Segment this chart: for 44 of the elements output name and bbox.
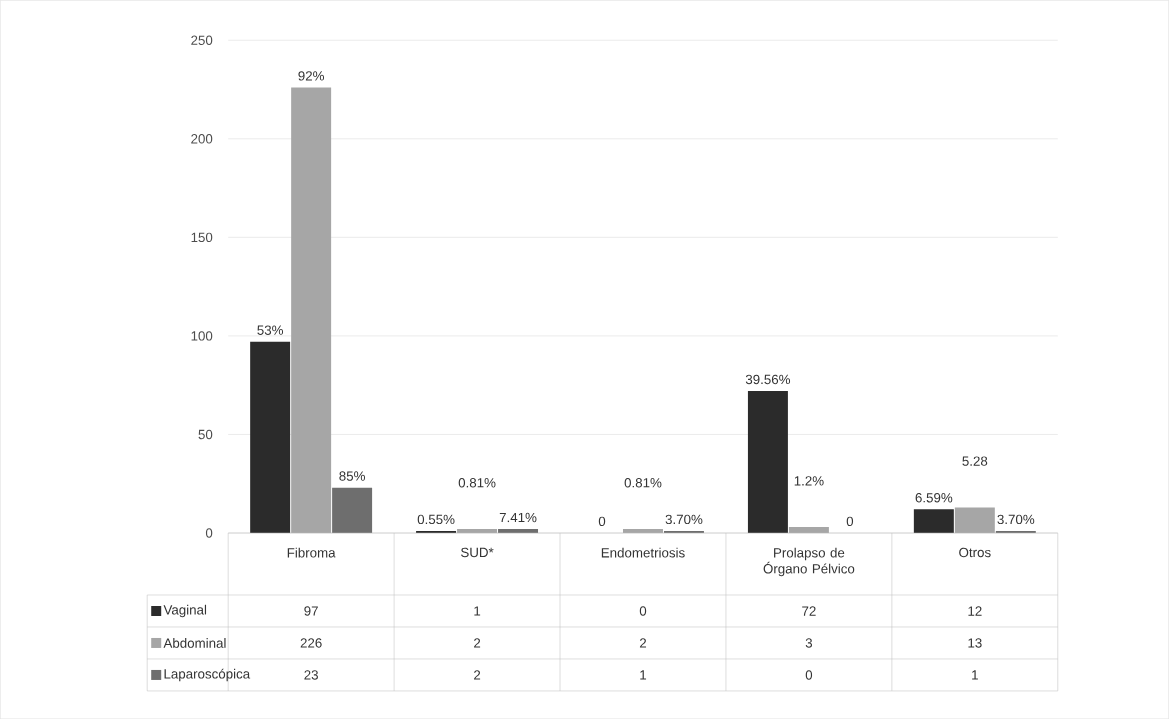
y-tick-label: 200 xyxy=(191,133,213,144)
data-label: 0 xyxy=(639,606,647,616)
annotation: 7.41% xyxy=(499,512,537,523)
data-label: 0 xyxy=(805,670,813,680)
x-tick-label: Prolapso de Órgano Pélvico xyxy=(763,547,855,577)
y-tick-label: 0 xyxy=(205,528,213,538)
data-label: 3 xyxy=(805,638,813,648)
data-label: 1 xyxy=(972,670,978,680)
annotation: 85% xyxy=(339,471,365,481)
x-tick-label: Fibroma xyxy=(287,547,336,558)
annotation: 0 xyxy=(846,516,854,526)
data-label: 12 xyxy=(968,606,982,616)
annotation: 6.59% xyxy=(915,492,953,503)
x-tick-label: Endometriosis xyxy=(601,547,685,558)
data-label: 1 xyxy=(474,606,481,616)
legend-label: Abdominal xyxy=(163,637,226,648)
annotation: 5.28 xyxy=(962,456,988,466)
annotation: 0.81% xyxy=(458,477,496,488)
data-label: 23 xyxy=(304,670,318,680)
data-label: 2 xyxy=(474,638,481,648)
y-tick-label: 100 xyxy=(191,331,213,341)
y-tick-label: 150 xyxy=(191,232,213,242)
x-tick-label: Otros xyxy=(959,547,991,558)
y-tick-label: 250 xyxy=(191,35,213,45)
annotation: 0 xyxy=(598,516,606,526)
annotation: 39.56% xyxy=(745,374,791,385)
data-label: 97 xyxy=(304,606,318,616)
data-label: 72 xyxy=(802,606,816,616)
data-label: 1 xyxy=(640,670,647,680)
annotation: 1.2% xyxy=(794,476,824,486)
annotation: 92% xyxy=(298,71,325,81)
annotation: 0.81% xyxy=(624,477,662,488)
data-label: 13 xyxy=(968,638,982,648)
data-label: 2 xyxy=(639,638,647,648)
annotation: 3.70% xyxy=(997,514,1035,525)
y-tick-label: 50 xyxy=(198,429,213,440)
legend-label: Vaginal xyxy=(163,604,207,618)
x-tick-label: SUD* xyxy=(461,547,494,558)
annotation: 53% xyxy=(257,325,284,335)
annotation: 3.70% xyxy=(665,514,703,525)
data-label: 226 xyxy=(300,638,322,648)
legend-label: Laparoscópica xyxy=(164,668,251,682)
annotation: 0.55% xyxy=(417,514,455,525)
data-label: 2 xyxy=(474,670,481,680)
